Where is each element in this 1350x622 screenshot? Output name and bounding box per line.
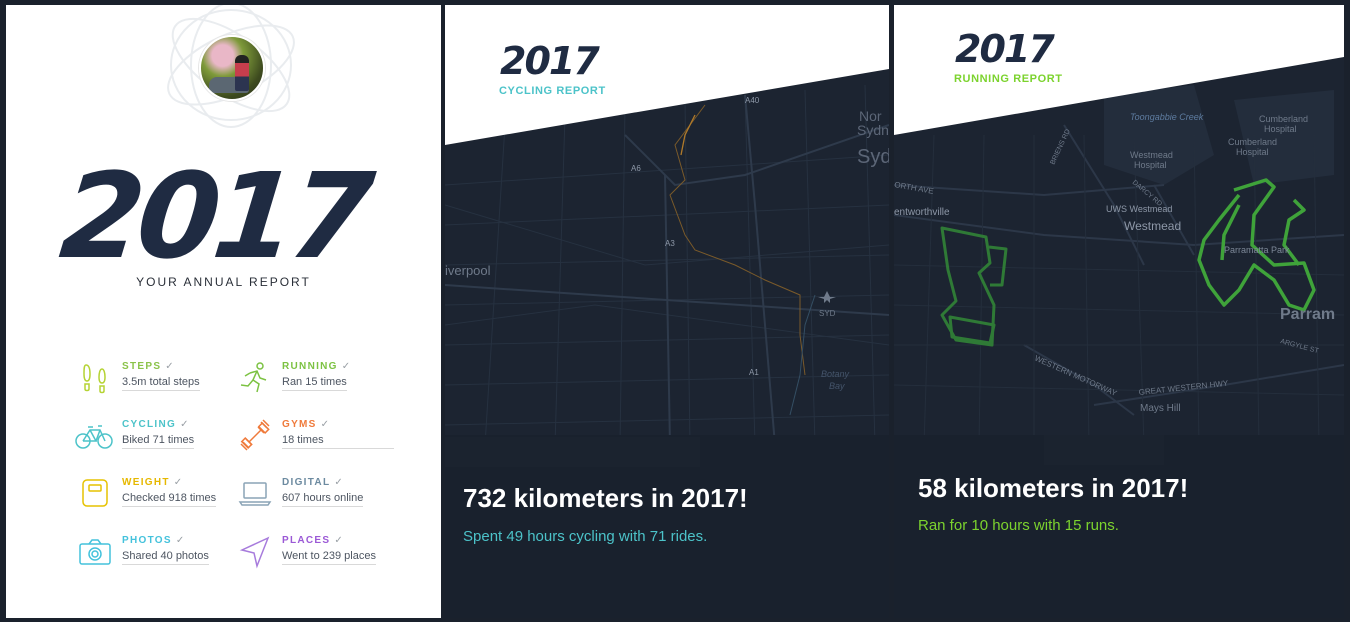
stat-digital[interactable]: DIGITAL ✓ 607 hours online [238,477,398,521]
map-label-mays-hill: Mays Hill [1140,403,1181,414]
laptop-icon [238,482,272,506]
check-icon: ✓ [341,361,351,372]
running-report-card: Toongabbie Creek Cumberland Hospital Cum… [894,5,1344,618]
cycling-route-map[interactable]: A40 A6 A3 A1 Nor Sydn Syd iverpool SYD B… [445,5,889,618]
scale-icon [82,479,108,507]
stat-running-label: RUNNING [282,361,338,372]
map-label-hospital-3: Hospital [1134,160,1167,170]
check-icon: ✓ [320,419,330,430]
map-label-a40: A40 [745,96,760,105]
map-label-cumberland-1: Cumberland [1259,114,1308,124]
stat-running[interactable]: RUNNING ✓ Ran 15 times [238,361,398,405]
stat-photos-label: PHOTOS [122,535,172,546]
annual-report-subtitle: YOUR ANNUAL REPORT [136,275,311,289]
check-icon: ✓ [175,535,185,546]
stat-digital-label: DIGITAL [282,477,331,488]
check-icon: ✓ [173,477,183,488]
stat-places-value: Went to 239 places [282,550,376,565]
map-label-a6: A6 [631,164,641,173]
stat-cycling[interactable]: CYCLING ✓ Biked 71 times [75,419,238,463]
stat-weight-label: WEIGHT [122,477,170,488]
running-route-map[interactable]: Toongabbie Creek Cumberland Hospital Cum… [894,5,1344,618]
footprints-icon [83,364,106,394]
stat-digital-value: 607 hours online [282,492,364,507]
cycling-report-card: A40 A6 A3 A1 Nor Sydn Syd iverpool SYD B… [445,5,889,618]
profile-avatar[interactable] [199,35,265,101]
map-label-hospital-1: Hospital [1264,124,1297,134]
stat-gyms-label: GYMS [282,419,317,430]
running-banner [894,5,1344,135]
map-label-cumberland-2: Cumberland [1228,137,1277,147]
runner-icon [240,362,267,393]
stat-running-value: Ran 15 times [282,376,347,391]
map-label-westmead-hospital: Westmead [1130,150,1173,160]
map-label-parramatta-park: Parramatta Park [1224,245,1290,255]
airport-icon [818,291,836,303]
map-label-syd-airport: SYD [819,309,836,318]
map-label-westmead: Westmead [1124,219,1181,233]
stat-cycling-label: CYCLING [122,419,177,430]
stat-weight[interactable]: WEIGHT ✓ Checked 918 times [78,477,238,521]
map-label-north: Nor [859,108,882,124]
map-label-parram: Parram [1280,306,1335,323]
bicycle-icon [75,425,113,449]
stat-photos[interactable]: PHOTOS ✓ Shared 40 photos [78,535,238,579]
check-icon: ✓ [334,535,343,546]
location-arrow-icon [239,536,270,569]
stat-places[interactable]: PLACES ✓ Went to 239 places [238,535,398,579]
map-label-a1: A1 [749,368,759,377]
map-label-uws: UWS Westmead [1106,204,1172,214]
map-label-sydn: Sydn [857,122,889,138]
map-label-hospital-2: Hospital [1236,147,1269,157]
map-label-wentworthville: entworthville [894,207,950,218]
camera-icon [79,539,111,565]
running-headline: 58 kilometers in 2017! [918,473,1189,503]
map-label-creek: Toongabbie Creek [1130,112,1204,122]
stat-cycling-value: Biked 71 times [122,434,195,449]
running-year: 2017 [955,27,1055,71]
annual-report-card: 2017 YOUR ANNUAL REPORT STEPS ✓ 3.5m tota… [6,5,441,618]
check-icon: ✓ [180,419,189,430]
stat-steps-label: STEPS [122,361,162,372]
running-summary: Ran for 10 hours with 15 runs. [918,517,1119,534]
dumbbell-icon [240,419,270,451]
cycling-banner [445,5,889,145]
cycling-year: 2017 [500,39,600,83]
running-report-title: RUNNING REPORT [954,73,1063,85]
map-label-liverpool: iverpool [445,263,491,278]
stat-gyms[interactable]: GYMS ✓ 18 times [238,419,398,463]
stat-steps[interactable]: STEPS ✓ 3.5m total steps [78,361,238,405]
stat-steps-value: 3.5m total steps [122,376,200,391]
stat-photos-value: Shared 40 photos [122,550,209,565]
cycling-headline: 732 kilometers in 2017! [463,483,748,513]
cycling-summary: Spent 49 hours cycling with 71 rides. [463,528,708,545]
map-label-a3: A3 [665,239,675,248]
map-label-bay: Bay [829,381,845,391]
check-icon: ✓ [165,361,174,372]
stat-gyms-value: 18 times [282,434,394,449]
stat-places-label: PLACES [282,535,331,546]
map-label-syd-big: Syd [857,146,889,168]
cycling-report-title: CYCLING REPORT [499,85,606,97]
map-label-botany: Botany [821,369,850,379]
check-icon: ✓ [334,477,343,488]
stat-weight-value: Checked 918 times [122,492,217,507]
annual-year-title: 2017 [54,147,374,285]
